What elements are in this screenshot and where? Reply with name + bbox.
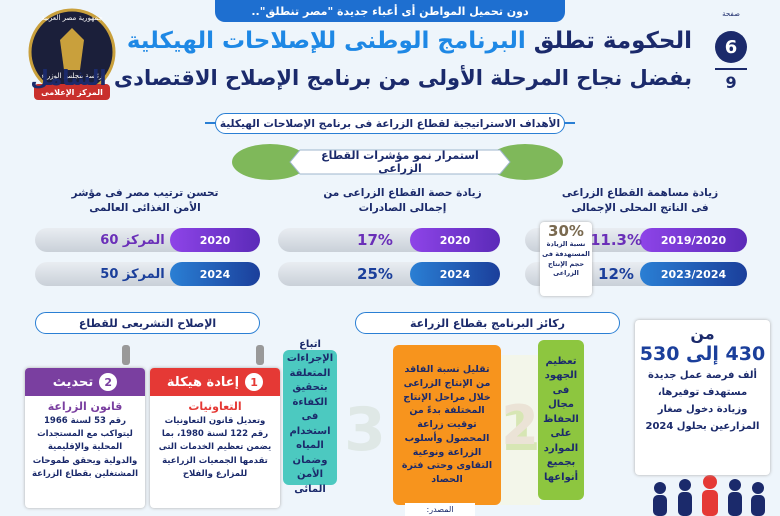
- logo-country: جمهورية مصر العربية: [41, 14, 103, 22]
- title-main: البرنامج الوطنى للإصلاحات الهيكلية: [126, 28, 526, 54]
- indicators-title: استمرار نمو مؤشرات القطاع الزراعى: [321, 149, 479, 175]
- subtitle: بفضل نجاح المرحلة الأولى من برنامج الإصل…: [30, 66, 692, 90]
- period: 2024: [410, 262, 500, 286]
- title-lead: الحكومة تطلق: [533, 28, 692, 54]
- jobs-box: من 430 إلى 530 ألف فرصة عمل جديدة مستهدف…: [635, 320, 770, 475]
- pillar-number: 1: [499, 355, 541, 505]
- legislative-title: الإصلاح التشريعى للقطاع: [35, 312, 260, 334]
- value: 17%: [357, 231, 393, 249]
- card-label: تحديث: [52, 374, 94, 390]
- note-text: نسبة الزيادة المستهدفة فى حجم الإنتاج ال…: [542, 240, 590, 278]
- pillar-number-text: 3: [344, 395, 386, 465]
- section-title: الأهداف الاستراتيجية لقطاع الزراعة فى بر…: [215, 113, 565, 134]
- page-number: 6: [724, 36, 738, 58]
- period: 2019/2020: [640, 228, 747, 252]
- value: 25%: [357, 265, 393, 283]
- pillar: تقليل نسبة الفاقد من الإنتاج الزراعى خلا…: [393, 345, 501, 505]
- pillar-number-text: 2: [501, 393, 539, 457]
- value: المركز 60: [100, 232, 165, 248]
- logo-cabinet: رئاسة مجلس الوزراء: [41, 72, 103, 80]
- period: 2020: [170, 228, 260, 252]
- goal-title: زيادة مساهمة القطاع الزراعى فى الناتج ال…: [561, 187, 719, 215]
- source: المصدر:: [405, 503, 475, 516]
- goal-title: تحسن ترتيب مصر فى مؤشر الأمن الغذائى الع…: [71, 187, 219, 215]
- value: 12%: [598, 265, 634, 283]
- note-value: 30%: [548, 222, 584, 240]
- jobs-prefix: من: [690, 324, 715, 343]
- pillars-title: ركائز البرنامج بقطاع الزراعة: [355, 312, 620, 334]
- pillar-number-text: 1: [499, 395, 541, 465]
- card-header: 1 إعادة هيكلة: [150, 368, 280, 396]
- page-total: 9: [715, 68, 747, 94]
- card-number: 2: [99, 373, 118, 391]
- pillar: تعظيم الجهود فى مجال الحفاظ على الموارد …: [538, 340, 584, 500]
- card-subject: قانون الزراعة: [47, 400, 123, 413]
- value: 11.3%: [589, 231, 643, 249]
- value: المركز 50: [100, 266, 165, 282]
- card-label: إعادة هيكلة: [166, 374, 240, 390]
- jobs-text: ألف فرصة عمل جديدة مستهدف توفيرها، وزياد…: [645, 370, 760, 432]
- pillar: اتباع الإجراءات المتعلقة بتحقيق الكفاءة …: [283, 339, 337, 495]
- card-text: رقم 53 لسنة 1966 ليتواكب مع المستجدات ال…: [32, 416, 138, 479]
- card: 2 تحديث قانون الزراعة رقم 53 لسنة 1966 ل…: [25, 368, 145, 508]
- card-subject: التعاونيات: [188, 400, 242, 413]
- logo-center: المركز الإعلامى: [34, 84, 110, 100]
- period: 2023/2024: [640, 262, 747, 286]
- banner: دون تحميل المواطن أى أعباء جديدة "مصر تن…: [215, 0, 565, 22]
- jobs-range: 430 إلى 530: [639, 343, 766, 365]
- card-text: وتعديل قانون التعاونيات رقم 122 لسنة 198…: [158, 416, 272, 479]
- card-number: 1: [245, 373, 264, 391]
- card-header: 2 تحديث: [25, 368, 145, 396]
- title: الحكومة تطلق البرنامج الوطنى للإصلاحات ا…: [127, 28, 692, 62]
- goal-title: زيادة حصة القطاع الزراعى من إجمالى الصاد…: [323, 187, 482, 215]
- page-label: صفحة: [722, 10, 740, 18]
- note-box: 30% نسبة الزيادة المستهدفة فى حجم الإنتا…: [540, 222, 592, 296]
- pillar-number: 3: [337, 360, 393, 500]
- pillar-number: 2: [500, 393, 540, 457]
- card: 1 إعادة هيكلة التعاونيات وتعديل قانون ال…: [150, 368, 280, 508]
- period: 2020: [410, 228, 500, 252]
- period: 2024: [170, 262, 260, 286]
